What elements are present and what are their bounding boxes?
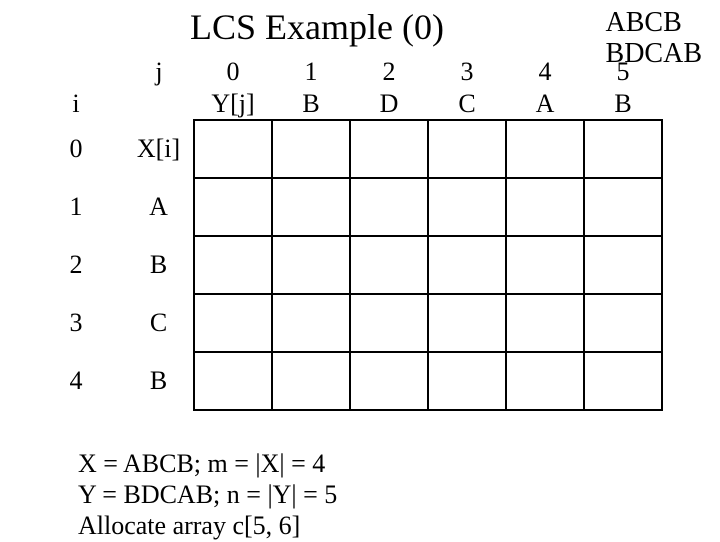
- row-ch-0: X[i]: [124, 120, 194, 178]
- cell: [272, 294, 350, 352]
- table-row: 3 C: [28, 294, 662, 352]
- page-title: LCS Example (0): [190, 6, 444, 48]
- col-ch-1: B: [272, 88, 350, 120]
- cell: [584, 294, 662, 352]
- row-ch-2: B: [124, 236, 194, 294]
- cell: [428, 294, 506, 352]
- cell: [584, 120, 662, 178]
- cell: [428, 352, 506, 410]
- cell: [272, 352, 350, 410]
- table-row: 2 B: [28, 236, 662, 294]
- cell: [194, 236, 272, 294]
- col-idx-2: 2: [350, 56, 428, 88]
- cell: [584, 352, 662, 410]
- cell: [272, 178, 350, 236]
- cell: [506, 178, 584, 236]
- cell: [194, 120, 272, 178]
- cell: [506, 352, 584, 410]
- footer-line-3: Allocate array c[5, 6]: [78, 510, 337, 541]
- dp-table: j 0 1 2 3 4 5 i Y[j] B D C A B 0 X[i] 1 …: [28, 56, 663, 411]
- col-ch-2: D: [350, 88, 428, 120]
- cell: [194, 352, 272, 410]
- table-row: 1 A: [28, 178, 662, 236]
- cell: [272, 120, 350, 178]
- col-ch-3: C: [428, 88, 506, 120]
- row-ch-3: C: [124, 294, 194, 352]
- cell: [194, 294, 272, 352]
- i-label: i: [28, 88, 124, 120]
- cell: [272, 236, 350, 294]
- cell: [194, 178, 272, 236]
- row-idx-1: 1: [28, 178, 124, 236]
- footer-text: X = ABCB; m = |X| = 4 Y = BDCAB; n = |Y|…: [78, 448, 337, 542]
- table-row: 0 X[i]: [28, 120, 662, 178]
- blank: [28, 56, 124, 88]
- cell: [506, 236, 584, 294]
- row-idx-4: 4: [28, 352, 124, 410]
- cell: [506, 120, 584, 178]
- cell: [350, 178, 428, 236]
- cell: [584, 236, 662, 294]
- col-idx-1: 1: [272, 56, 350, 88]
- row-idx-2: 2: [28, 236, 124, 294]
- col-ch-4: A: [506, 88, 584, 120]
- col-idx-3: 3: [428, 56, 506, 88]
- cell: [428, 178, 506, 236]
- seq-x: ABCB: [606, 8, 702, 39]
- col-idx-5: 5: [584, 56, 662, 88]
- col-ch-0: Y[j]: [194, 88, 272, 120]
- j-label: j: [124, 56, 194, 88]
- footer-line-1: X = ABCB; m = |X| = 4: [78, 448, 337, 479]
- row-idx-0: 0: [28, 120, 124, 178]
- table-row: 4 B: [28, 352, 662, 410]
- lcs-table: j 0 1 2 3 4 5 i Y[j] B D C A B 0 X[i] 1 …: [28, 56, 663, 411]
- cell: [428, 236, 506, 294]
- cell: [428, 120, 506, 178]
- cell: [350, 352, 428, 410]
- row-ch-1: A: [124, 178, 194, 236]
- footer-line-2: Y = BDCAB; n = |Y| = 5: [78, 479, 337, 510]
- col-idx-4: 4: [506, 56, 584, 88]
- cell: [506, 294, 584, 352]
- cell: [584, 178, 662, 236]
- blank: [124, 88, 194, 120]
- cell: [350, 236, 428, 294]
- col-ch-5: B: [584, 88, 662, 120]
- col-idx-0: 0: [194, 56, 272, 88]
- cell: [350, 294, 428, 352]
- row-idx-3: 3: [28, 294, 124, 352]
- row-ch-4: B: [124, 352, 194, 410]
- cell: [350, 120, 428, 178]
